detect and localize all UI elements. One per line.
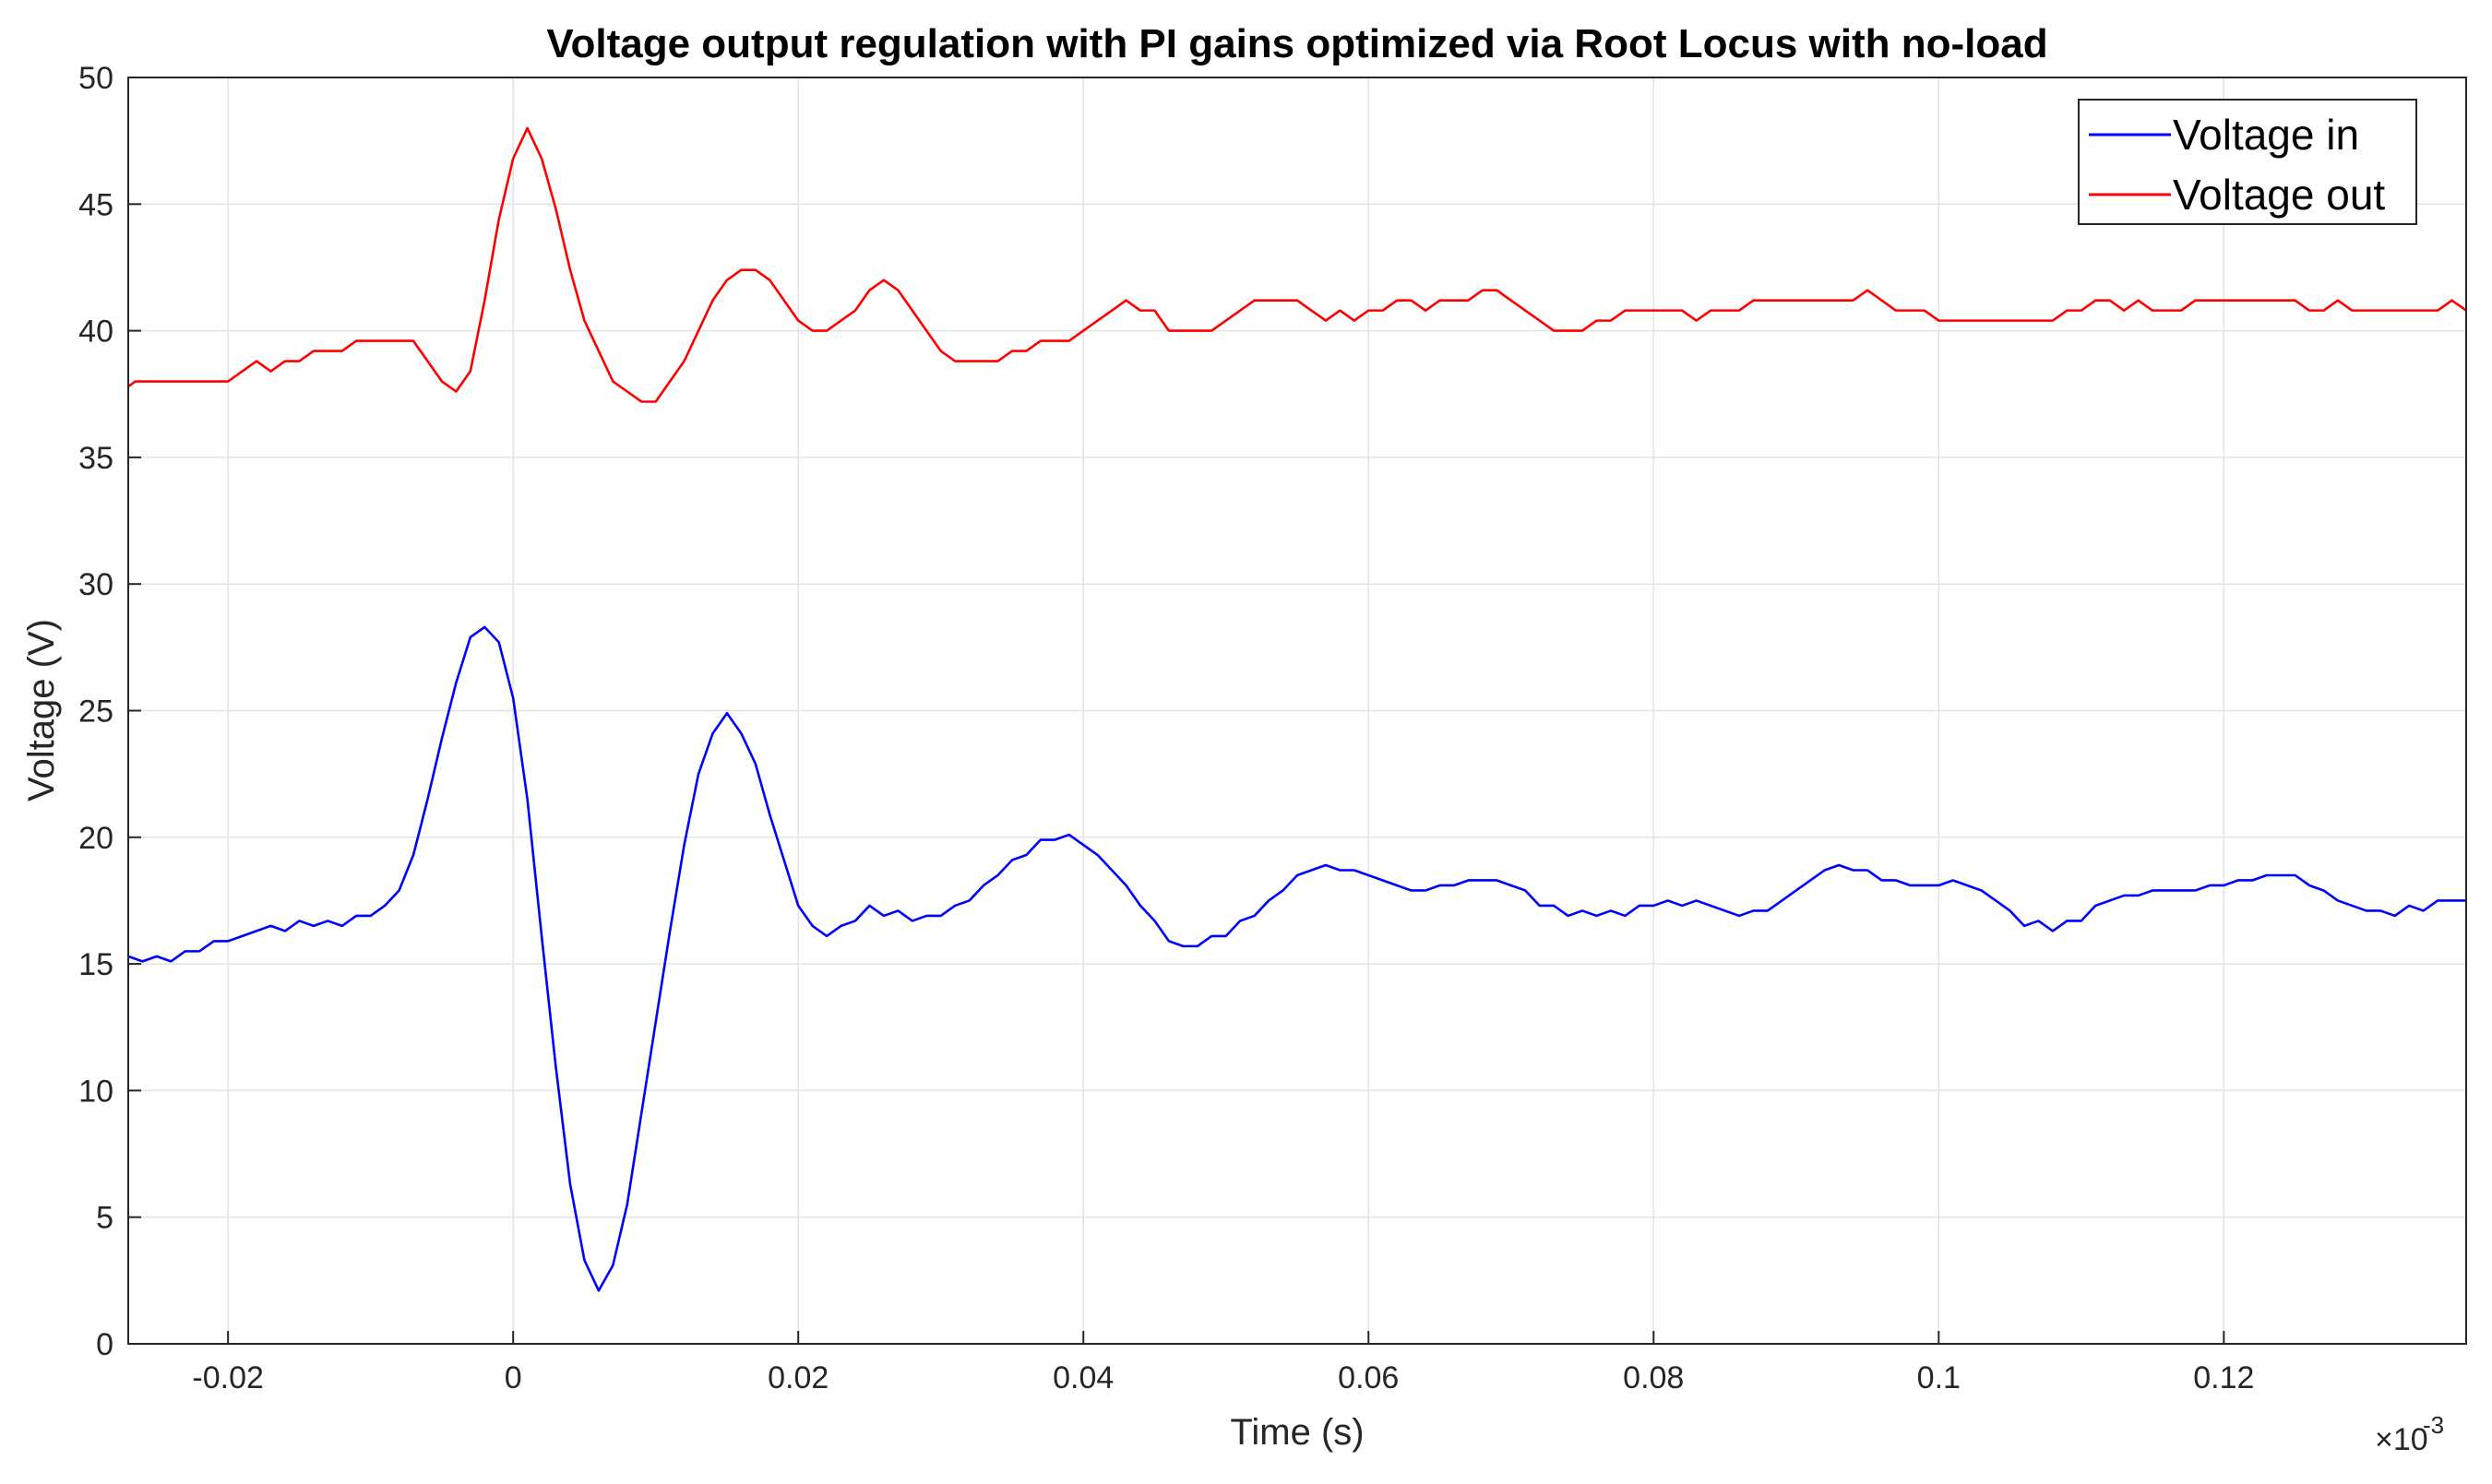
legend-box — [2078, 99, 2417, 225]
y-tick-label: 20 — [78, 821, 113, 856]
x-tick-label: 0.06 — [1338, 1360, 1399, 1395]
x-axis-exponent-power: -3 — [2423, 1411, 2444, 1439]
legend: Voltage in Voltage out — [2078, 99, 2417, 225]
x-tick-label: 0 — [505, 1360, 522, 1395]
y-tick-label: 5 — [96, 1201, 113, 1236]
x-tick-label: 0.02 — [768, 1360, 829, 1395]
y-tick-label: 30 — [78, 567, 113, 602]
x-tick-label: 0.08 — [1623, 1360, 1684, 1395]
y-tick-label: 40 — [78, 315, 113, 350]
axes: -0.02 0 0.02 0.04 0.06 0.08 0.1 0.12 0 5 10 15 20 25 3… — [78, 61, 2254, 1395]
series-line-voltage-in — [127, 625, 2466, 1292]
y-tick-label: 10 — [78, 1074, 113, 1109]
legend-label-voltage-in: Voltage in — [2173, 111, 2359, 159]
x-tick-label: 0.12 — [2193, 1360, 2254, 1395]
y-tick-label: 45 — [78, 187, 113, 222]
y-tick-label: 25 — [78, 695, 113, 730]
series-line-voltage-out — [127, 126, 2467, 403]
legend-label-voltage-out: Voltage out — [2173, 171, 2385, 219]
x-axis-exponent-base: ×10 — [2375, 1422, 2428, 1457]
chart-title: Voltage output regulation with PI gains … — [546, 21, 2047, 66]
y-tick-label: 35 — [78, 441, 113, 476]
y-tick-label: 50 — [78, 61, 113, 96]
x-tick-label: 0.04 — [1053, 1360, 1114, 1395]
x-axis-exponent: ×10 -3 — [2375, 1411, 2444, 1457]
y-tick-label: 0 — [96, 1327, 113, 1362]
x-tick-label: 0.1 — [1917, 1360, 1961, 1395]
y-axis-label: Voltage (V) — [21, 619, 62, 801]
plot-series — [127, 126, 2467, 1292]
x-tick-label: -0.02 — [192, 1360, 264, 1395]
x-axis-label: Time (s) — [1230, 1412, 1364, 1453]
y-tick-label: 15 — [78, 947, 113, 982]
